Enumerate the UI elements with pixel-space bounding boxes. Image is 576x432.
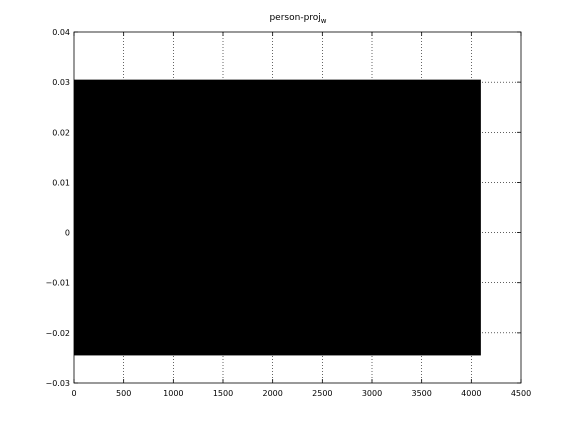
y-tick-label: −0.02	[45, 329, 70, 338]
x-tick-label: 1000	[163, 389, 183, 398]
x-tick-label: 4000	[461, 389, 481, 398]
x-tick-label: 0	[71, 389, 76, 398]
data-area	[74, 79, 481, 356]
y-tick-label: −0.03	[45, 379, 70, 388]
axes	[73, 31, 522, 384]
x-tick-label: 3000	[362, 389, 382, 398]
chart-title-subscript: w	[321, 17, 327, 25]
x-tick-label: 3500	[411, 389, 431, 398]
y-tick-label: −0.01	[45, 279, 70, 288]
axes-box	[73, 31, 522, 384]
y-tick-label: 0.01	[52, 178, 70, 187]
data-fill-area	[74, 79, 481, 356]
y-tick-label: 0.03	[52, 78, 70, 87]
x-tick-label: 2000	[262, 389, 282, 398]
chart-title-main: person-proj	[269, 13, 320, 23]
y-axis-ticks: −0.03 −0.02 −0.01 0 0.01 0.02 0.03 0.04	[45, 28, 521, 388]
x-axis-ticks: 0 500 1000 1500 2000 2500 3000 3500 4000 4500	[71, 32, 531, 398]
y-tick-label: 0.04	[52, 28, 70, 37]
x-tick-label: 1500	[213, 389, 233, 398]
x-tick-label: 4500	[511, 389, 531, 398]
y-tick-label: 0	[65, 229, 70, 238]
chart-title: person-projw	[269, 13, 326, 25]
x-tick-label: 500	[116, 389, 131, 398]
y-tick-label: 0.02	[52, 128, 70, 137]
x-tick-label: 2500	[312, 389, 332, 398]
